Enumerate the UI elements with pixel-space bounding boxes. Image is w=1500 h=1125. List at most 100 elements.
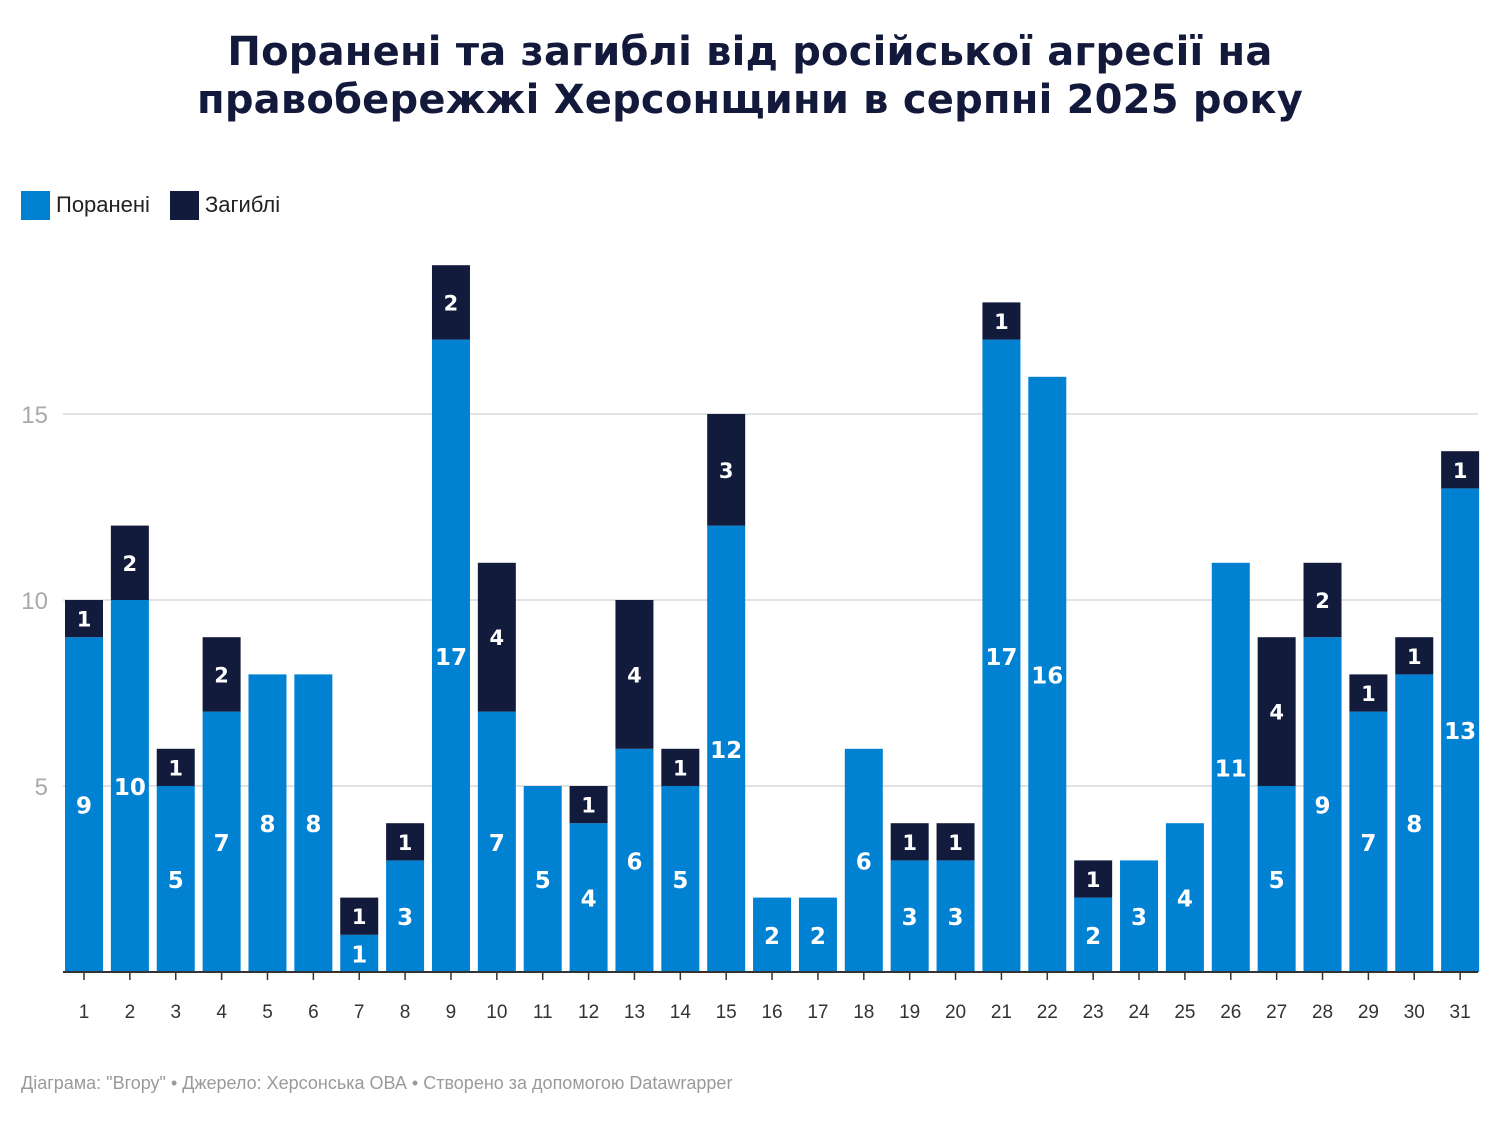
legend-swatch-wounded — [21, 190, 50, 220]
legend-swatch-killed — [169, 190, 199, 220]
data-label-wounded: 8 — [259, 812, 275, 838]
x-tick-label: 7 — [354, 1002, 365, 1023]
data-label-wounded: 1 — [351, 942, 367, 968]
data-label-wounded: 12 — [710, 738, 742, 764]
data-label-wounded: 3 — [1131, 905, 1147, 931]
bar-killed — [661, 748, 700, 786]
x-tick-label: 10 — [486, 1002, 507, 1023]
x-tick-label: 12 — [578, 1002, 599, 1023]
bar-wounded — [982, 339, 1021, 973]
x-tick-label: 20 — [945, 1002, 966, 1023]
data-label-killed: 2 — [1315, 589, 1330, 613]
bar-wounded — [798, 897, 837, 972]
x-tick-label: 18 — [853, 1002, 874, 1023]
data-label-killed: 2 — [214, 663, 229, 687]
x-tick-label: 6 — [308, 1002, 319, 1023]
bar-wounded — [661, 786, 700, 972]
bar-wounded — [844, 748, 883, 972]
data-label-wounded: 3 — [902, 905, 918, 931]
data-label-wounded: 5 — [168, 868, 184, 894]
bar-killed — [156, 748, 195, 786]
data-label-killed: 1 — [948, 831, 963, 855]
bar-wounded — [569, 823, 608, 972]
data-label-killed: 1 — [1361, 682, 1376, 706]
y-tick-label: 15 — [21, 402, 48, 429]
data-label-killed: 1 — [352, 905, 367, 929]
data-label-wounded: 3 — [948, 905, 964, 931]
bar-killed — [707, 414, 746, 526]
bar-killed — [110, 525, 149, 600]
x-tick-label: 29 — [1358, 1002, 1379, 1023]
x-tick-label: 5 — [262, 1002, 273, 1023]
x-tick-label: 9 — [446, 1002, 457, 1023]
bar-wounded — [753, 897, 792, 972]
x-tick-label: 8 — [400, 1002, 411, 1023]
data-label-killed: 1 — [398, 831, 413, 855]
bar-killed — [569, 786, 608, 824]
bar-wounded — [1349, 711, 1388, 972]
data-label-killed: 4 — [1269, 701, 1284, 725]
bar-killed — [340, 897, 379, 935]
x-tick-label: 23 — [1083, 1002, 1104, 1023]
bar-killed — [936, 823, 975, 861]
x-tick-label: 3 — [170, 1002, 181, 1023]
bar-killed — [1257, 637, 1296, 786]
bar-wounded — [156, 786, 195, 972]
x-tick-label: 19 — [899, 1002, 920, 1023]
bar-killed — [386, 823, 425, 861]
bar-wounded — [477, 711, 516, 972]
bar-wounded — [1303, 637, 1342, 972]
data-label-killed: 1 — [673, 756, 688, 780]
x-tick-label: 27 — [1266, 1002, 1287, 1023]
data-label-killed: 4 — [490, 626, 505, 650]
bar-wounded — [936, 860, 975, 972]
chart-footer: Діаграма: "Вгору" • Джерело: Херсонська … — [21, 1073, 733, 1093]
bar-wounded — [294, 674, 333, 972]
bar-wounded — [615, 748, 654, 972]
legend-label-killed: Загиблі — [204, 192, 281, 217]
legend: Поранені Загиблі — [21, 190, 300, 220]
bar-killed — [477, 562, 516, 712]
data-label-wounded: 5 — [672, 868, 688, 894]
bar-killed — [65, 600, 103, 638]
data-label-wounded: 7 — [489, 831, 505, 857]
bar-wounded — [523, 786, 562, 972]
x-tick-label: 31 — [1450, 1002, 1471, 1023]
data-label-killed: 2 — [444, 291, 459, 315]
bar-wounded — [65, 637, 103, 972]
x-tick-label: 13 — [624, 1002, 645, 1023]
bar-wounded — [1257, 786, 1296, 972]
bar-wounded — [248, 674, 287, 972]
data-label-wounded: 2 — [810, 924, 826, 950]
bar-wounded — [1441, 488, 1480, 972]
bar-wounded — [110, 600, 149, 972]
bar-killed — [431, 265, 470, 340]
x-tick-label: 16 — [761, 1002, 782, 1023]
bar-wounded — [1395, 674, 1434, 972]
data-label-killed: 1 — [902, 831, 917, 855]
bar-wounded — [340, 934, 379, 972]
data-label-wounded: 8 — [1406, 812, 1422, 838]
legend-item-wounded: Поранені — [21, 190, 150, 220]
data-label-killed: 1 — [1086, 868, 1101, 892]
bar-wounded — [1165, 823, 1204, 972]
data-label-killed: 1 — [1407, 645, 1422, 669]
data-label-wounded: 16 — [1031, 663, 1063, 689]
data-label-wounded: 4 — [581, 887, 597, 913]
bar-wounded — [1074, 897, 1113, 972]
bar-killed — [982, 302, 1021, 340]
x-tick-label: 25 — [1174, 1002, 1195, 1023]
bar-killed — [1303, 562, 1342, 638]
data-label-killed: 1 — [994, 310, 1009, 334]
x-tick-label: 30 — [1404, 1002, 1425, 1023]
x-tick-label: 17 — [807, 1002, 828, 1023]
data-label-wounded: 9 — [76, 794, 92, 820]
x-tick-label: 26 — [1220, 1002, 1241, 1023]
bar-wounded — [890, 860, 929, 972]
x-tick-label: 28 — [1312, 1002, 1333, 1023]
data-label-killed: 2 — [123, 552, 138, 576]
data-label-wounded: 9 — [1315, 794, 1331, 820]
bar-wounded — [1028, 376, 1067, 972]
legend-item-killed: Загиблі — [169, 190, 281, 220]
data-label-wounded: 3 — [397, 905, 413, 931]
